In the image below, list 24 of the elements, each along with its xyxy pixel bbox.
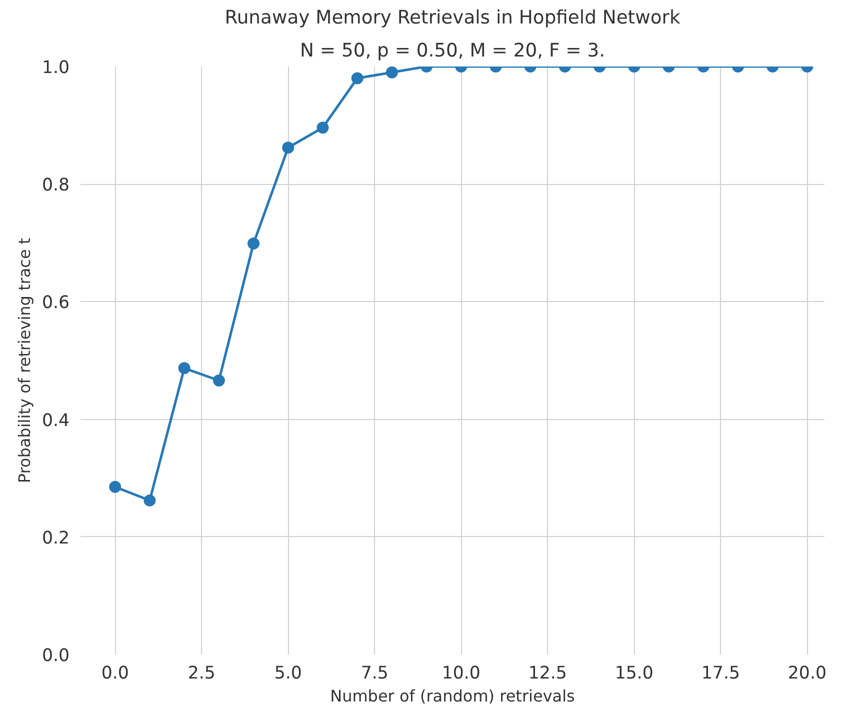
chart-subtitle: N = 50, p = 0.50, M = 20, F = 3. bbox=[300, 40, 605, 62]
point bbox=[248, 238, 260, 250]
y-tick-label: 0.4 bbox=[42, 410, 70, 431]
y-axis-title: Probability of retrieving trace t bbox=[14, 238, 34, 484]
x-tick-label: 2.5 bbox=[188, 664, 216, 684]
x-axis-title: Number of (random) retrievals bbox=[330, 686, 575, 706]
y-tick-label: 0.0 bbox=[42, 646, 70, 666]
chart-title: Runaway Memory Retrievals in Hopfield Network bbox=[224, 8, 680, 28]
point bbox=[109, 480, 122, 493]
x-tick-label: 17.5 bbox=[701, 664, 740, 684]
y-tick-label: 0.2 bbox=[42, 528, 70, 548]
x-tick-label: 15.0 bbox=[614, 664, 654, 684]
x-tick-label: 12.5 bbox=[528, 664, 567, 684]
x-tick-label: 10.0 bbox=[442, 664, 480, 684]
x-tick-label: 20.0 bbox=[788, 664, 826, 684]
x-tick-label: 7.5 bbox=[360, 664, 388, 684]
point bbox=[212, 374, 225, 386]
y-tick-label: 1.0 bbox=[42, 58, 70, 78]
y-tick-label: 0.6 bbox=[42, 293, 70, 314]
point bbox=[144, 494, 156, 506]
y-tick-label: 0.8 bbox=[42, 176, 70, 196]
point bbox=[178, 362, 190, 374]
x-tick-label: 5.0 bbox=[274, 664, 302, 684]
x-tick-label: 0.0 bbox=[101, 664, 129, 684]
